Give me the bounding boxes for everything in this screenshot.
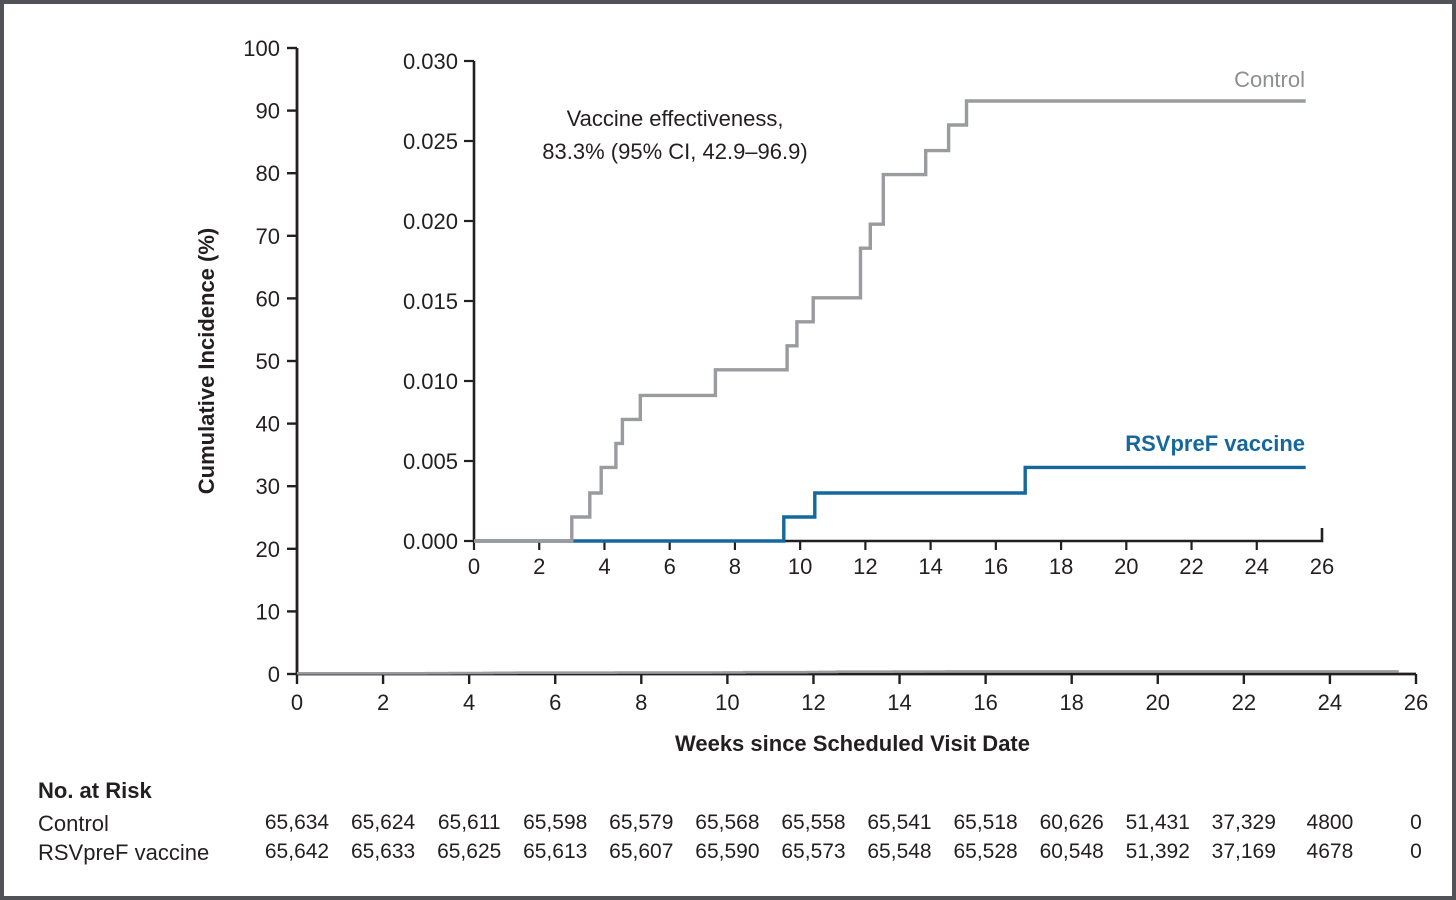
risk-value: 65,548: [867, 840, 932, 863]
tick-label: 10: [256, 599, 280, 624]
tick-label: 6: [664, 554, 676, 579]
annotation-line-1: Vaccine effectiveness,: [566, 106, 784, 131]
tick-label: 0: [268, 662, 280, 687]
control-curve: [474, 99, 1306, 543]
tick-label: 10: [715, 690, 739, 715]
tick-label: 22: [1232, 690, 1256, 715]
tick-label: 30: [256, 474, 280, 499]
control-curve-main-scale: [297, 670, 1399, 675]
risk-value: 60,548: [1039, 840, 1104, 863]
risk-row-label-control: Control: [38, 811, 109, 836]
tick-label: 70: [256, 224, 280, 249]
risk-value: 65,624: [350, 811, 416, 834]
rsvpref-vaccine-curve-label: RSVpreF vaccine: [1125, 431, 1305, 456]
risk-value: 4800: [1306, 811, 1354, 834]
tick-label: 18: [1059, 690, 1083, 715]
tick-label: 18: [1049, 554, 1073, 579]
vaccine-effectiveness-annotation: Vaccine effectiveness, 83.3% (95% CI, 42…: [495, 102, 855, 168]
tick-label: 4: [598, 554, 610, 579]
tick-label: 100: [243, 36, 280, 61]
risk-value: 65,598: [523, 811, 588, 834]
tick-label: 0.030: [403, 49, 458, 74]
rsvpref-vaccine-curve: [474, 465, 1306, 543]
tick-label: 20: [256, 537, 280, 562]
risk-value: 37,169: [1211, 840, 1276, 863]
tick-label: 80: [256, 161, 280, 186]
risk-value: 65,613: [523, 840, 588, 863]
tick-label: 10: [788, 554, 812, 579]
risk-value: 4678: [1306, 840, 1354, 863]
tick-label: 0: [468, 554, 480, 579]
risk-value: 51,431: [1125, 811, 1190, 834]
tick-label: 0: [291, 690, 303, 715]
tick-label: 0.015: [403, 289, 458, 314]
tick-label: 0.020: [403, 209, 458, 234]
no-at-risk-title: No. at Risk: [38, 778, 152, 803]
tick-label: 26: [1310, 554, 1334, 579]
tick-label: 22: [1179, 554, 1203, 579]
tick-label: 6: [549, 690, 561, 715]
risk-value: 65,625: [437, 840, 502, 863]
risk-value: 65,541: [867, 811, 932, 834]
risk-value: 65,642: [264, 840, 330, 863]
risk-value: 65,590: [695, 840, 760, 863]
tick-label: 26: [1404, 690, 1428, 715]
tick-label: 90: [256, 99, 280, 124]
tick-label: 40: [256, 412, 280, 437]
risk-row-label-vaccine: RSVpreF vaccine: [38, 840, 210, 865]
y-axis-title: Cumulative Incidence (%): [194, 227, 219, 495]
risk-value: 65,607: [609, 840, 674, 863]
tick-label: 0.025: [403, 129, 458, 154]
tick-label: 12: [853, 554, 877, 579]
tick-label: 2: [533, 554, 545, 579]
tick-label: 2: [377, 690, 389, 715]
risk-value: 65,633: [350, 840, 416, 863]
risk-value: 65,528: [953, 840, 1018, 863]
tick-label: 24: [1245, 554, 1269, 579]
tick-label: 50: [256, 349, 280, 374]
risk-value: 65,568: [695, 811, 760, 834]
tick-label: 60: [256, 286, 280, 311]
tick-label: 20: [1114, 554, 1138, 579]
risk-value: 65,573: [781, 840, 846, 863]
tick-label: 4: [463, 690, 475, 715]
x-axis-title: Weeks since Scheduled Visit Date: [674, 731, 1030, 756]
tick-label: 14: [887, 690, 911, 715]
annotation-line-2: 83.3% (95% CI, 42.9–96.9): [542, 139, 808, 164]
tick-label: 8: [635, 690, 647, 715]
risk-value: 65,579: [609, 811, 674, 834]
risk-value: 0: [1410, 840, 1422, 863]
risk-value: 0: [1410, 811, 1422, 834]
risk-value: 65,634: [264, 811, 330, 834]
tick-label: 12: [801, 690, 825, 715]
tick-label: 0.000: [403, 529, 458, 554]
control-curve-label: Control: [1234, 67, 1305, 92]
tick-label: 24: [1318, 690, 1342, 715]
tick-label: 8: [729, 554, 741, 579]
risk-value: 37,329: [1211, 811, 1276, 834]
tick-label: 0.005: [403, 449, 458, 474]
risk-value: 51,392: [1125, 840, 1190, 863]
tick-label: 16: [973, 690, 997, 715]
tick-label: 20: [1146, 690, 1170, 715]
risk-value: 65,611: [437, 811, 501, 834]
risk-value: 65,558: [781, 811, 846, 834]
tick-label: 16: [984, 554, 1008, 579]
risk-value: 60,626: [1039, 811, 1104, 834]
tick-label: 0.010: [403, 369, 458, 394]
risk-value: 65,518: [953, 811, 1018, 834]
tick-label: 14: [918, 554, 942, 579]
